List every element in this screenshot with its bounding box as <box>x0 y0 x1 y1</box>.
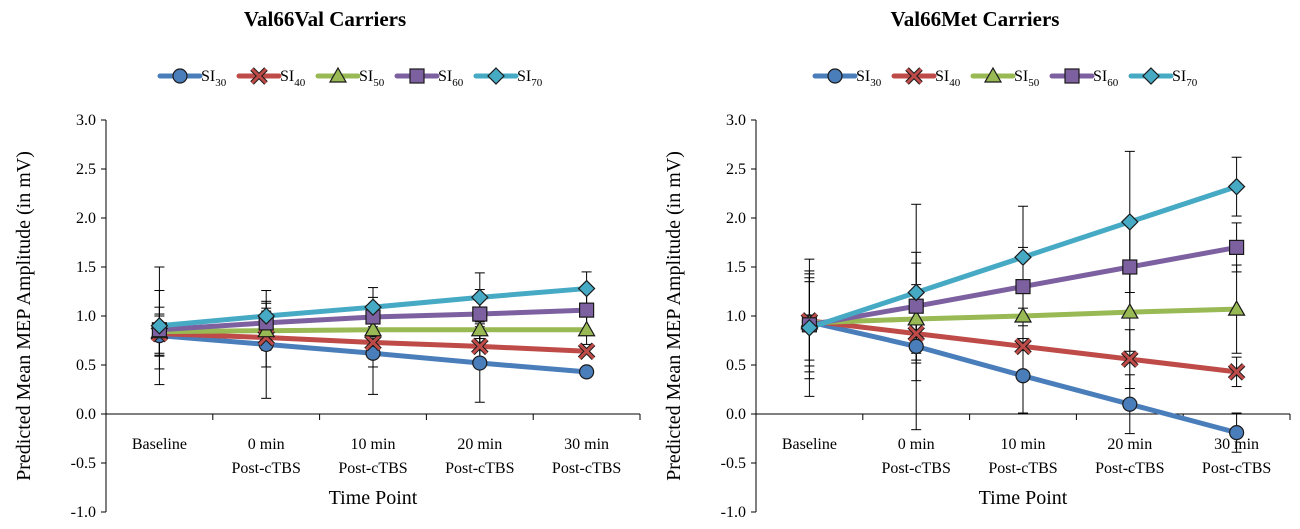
legend-label: SI40 <box>935 68 961 89</box>
data-point-si70 <box>1122 214 1138 230</box>
y-tick-label: 1.0 <box>726 308 746 325</box>
legend: SI30 SI40 SI50 SI60 SI70 <box>815 68 1198 89</box>
x-tick-label-line2: Post-cTBS <box>988 460 1057 477</box>
legend-item-si60: SI60 <box>397 68 464 89</box>
x-tick-label: 30 min <box>564 436 609 453</box>
y-tick-label: 1.5 <box>76 259 96 276</box>
chart-title: Val66Val Carriers <box>244 7 406 31</box>
legend-item-si50: SI50 <box>318 68 385 89</box>
legend-marker <box>488 68 504 84</box>
y-tick-label: 2.5 <box>726 161 746 178</box>
y-tick-label: 0.5 <box>726 357 746 374</box>
x-tick-label: 10 min <box>1001 436 1046 453</box>
y-tick-label: -1.0 <box>71 504 96 521</box>
x-axis-title: Time Point <box>329 487 418 509</box>
data-point-si70 <box>472 289 488 305</box>
y-tick-label: 1.0 <box>76 308 96 325</box>
data-point-si30 <box>1016 369 1030 383</box>
chart-svg: Val66Met Carriers SI30 SI40 SI50 SI60 SI70 3.0… <box>650 0 1300 529</box>
data-point-si30 <box>473 356 487 370</box>
x-tick-label: 0 min <box>248 436 285 453</box>
chart-svg: Val66Val Carriers SI30 SI40 SI50 SI60 SI70 3.0… <box>0 0 650 529</box>
data-point-si60 <box>1123 260 1137 274</box>
x-tick-label: 0 min <box>898 436 935 453</box>
data-point-si70 <box>1015 249 1031 265</box>
legend-label: SI70 <box>517 68 543 89</box>
legend-label: SI70 <box>1172 68 1198 89</box>
x-tick-label: 20 min <box>457 436 502 453</box>
y-tick-label: 0.5 <box>76 357 96 374</box>
x-tick-label-line2: Post-cTBS <box>552 460 621 477</box>
x-tick-label-line2: Post-cTBS <box>1095 460 1164 477</box>
x-tick-label: Baseline <box>782 436 837 453</box>
data-point-si60 <box>580 303 594 317</box>
data-point-si60 <box>1230 240 1244 254</box>
legend-item-si70: SI70 <box>1131 68 1198 89</box>
y-tick-label: -1.0 <box>721 504 746 521</box>
legend-label: SI60 <box>438 68 464 89</box>
data-point-si30 <box>580 365 594 379</box>
data-point-si70 <box>579 281 595 297</box>
legend-item-si70: SI70 <box>476 68 543 89</box>
y-tick-label: 2.5 <box>76 161 96 178</box>
y-tick-label: 2.0 <box>726 210 746 227</box>
data-point-si70 <box>1229 179 1245 195</box>
y-tick-label: 2.0 <box>76 210 96 227</box>
x-tick-label: 10 min <box>351 436 396 453</box>
data-point-si70 <box>908 284 924 300</box>
legend-marker <box>1143 68 1159 84</box>
legend-item-si60: SI60 <box>1052 68 1119 89</box>
y-tick-label: -0.5 <box>721 455 746 472</box>
data-point-si30 <box>1230 426 1244 440</box>
y-tick-label: 3.0 <box>76 112 96 129</box>
data-point-si60 <box>1016 280 1030 294</box>
legend-label: SI50 <box>1014 68 1040 89</box>
legend-label: SI40 <box>280 68 306 89</box>
legend-item-si30: SI30 <box>815 68 882 89</box>
legend-label: SI60 <box>1093 68 1119 89</box>
x-tick-label-line2: Post-cTBS <box>882 460 951 477</box>
legend-label: SI30 <box>201 68 227 89</box>
y-tick-label: 1.5 <box>726 259 746 276</box>
legend-item-si40: SI40 <box>239 68 306 89</box>
chart-title: Val66Met Carriers <box>891 7 1060 31</box>
legend-marker <box>173 69 187 83</box>
legend: SI30 SI40 SI50 SI60 SI70 <box>160 68 543 89</box>
legend-marker <box>1065 69 1079 83</box>
legend-label: SI30 <box>856 68 882 89</box>
x-tick-label: Baseline <box>132 436 187 453</box>
y-tick-label: 0.0 <box>76 406 96 423</box>
x-tick-label-line2: Post-cTBS <box>445 460 514 477</box>
y-tick-label: 0.0 <box>726 406 746 423</box>
chart-val66val: Val66Val Carriers SI30 SI40 SI50 SI60 SI70 3.0… <box>0 0 650 529</box>
data-point-si60 <box>473 307 487 321</box>
legend-marker <box>410 69 424 83</box>
x-tick-label-line2: Post-cTBS <box>338 460 407 477</box>
legend-item-si50: SI50 <box>973 68 1040 89</box>
legend-item-si40: SI40 <box>894 68 961 89</box>
legend-label: SI50 <box>359 68 385 89</box>
x-tick-label: 20 min <box>1107 436 1152 453</box>
x-tick-label-line2: Post-cTBS <box>1202 460 1271 477</box>
y-tick-label: 3.0 <box>726 112 746 129</box>
legend-item-si30: SI30 <box>160 68 227 89</box>
y-axis-title: Predicted Mean MEP Amplitude (in mV) <box>13 151 35 481</box>
legend-marker <box>828 69 842 83</box>
x-axis-title: Time Point <box>979 487 1068 509</box>
x-tick-label-line2: Post-cTBS <box>232 460 301 477</box>
data-point-si30 <box>1123 397 1137 411</box>
chart-val66met: Val66Met Carriers SI30 SI40 SI50 SI60 SI70 3.0… <box>650 0 1300 529</box>
y-tick-label: -0.5 <box>71 455 96 472</box>
y-axis-title: Predicted Mean MEP Amplitude (in mV) <box>663 151 685 481</box>
